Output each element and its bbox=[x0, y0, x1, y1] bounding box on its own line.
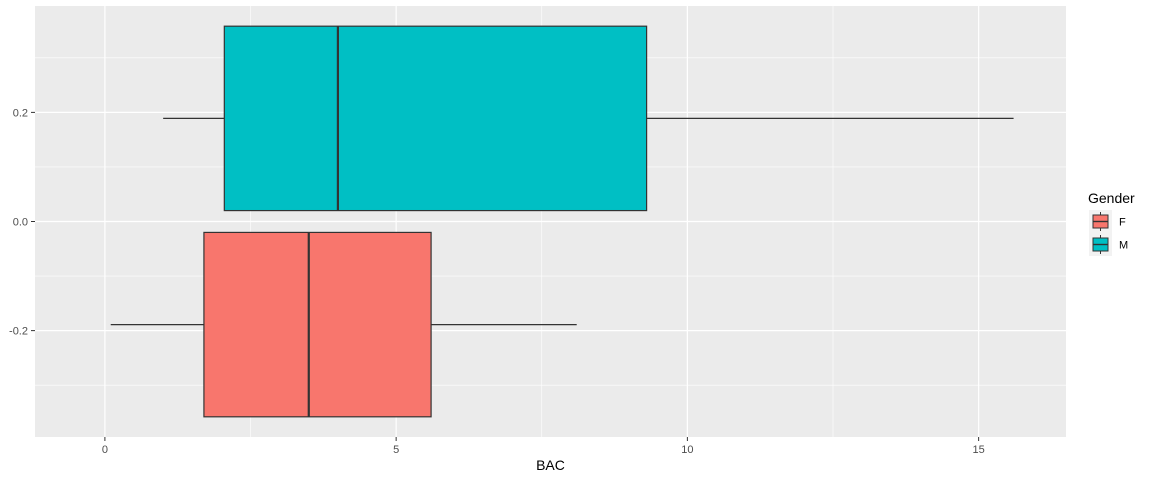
box-iqr bbox=[203, 231, 432, 418]
legend-label: F bbox=[1119, 217, 1126, 229]
x-tick-label: 0 bbox=[102, 444, 108, 456]
box-group bbox=[110, 25, 1014, 418]
box-f bbox=[110, 231, 577, 418]
y-axis: -0.2 0.0 0.2 bbox=[9, 107, 35, 338]
legend-title: Gender bbox=[1088, 190, 1135, 206]
x-tick-label: 5 bbox=[393, 444, 399, 456]
legend-item-f: F bbox=[1089, 210, 1126, 233]
y-tick-label: -0.2 bbox=[9, 326, 28, 338]
legend-label: M bbox=[1119, 240, 1128, 252]
y-tick-label: 0.2 bbox=[13, 107, 28, 119]
y-tick-label: 0.0 bbox=[13, 217, 28, 229]
x-tick-label: 15 bbox=[973, 444, 985, 456]
x-axis-title: BAC bbox=[536, 457, 565, 473]
x-tick-label: 10 bbox=[681, 444, 693, 456]
box-m bbox=[163, 25, 1014, 212]
legend: Gender FM bbox=[1088, 190, 1135, 256]
box-iqr bbox=[223, 25, 648, 212]
legend-item-m: M bbox=[1089, 233, 1128, 256]
x-axis: 0 5 10 15 bbox=[102, 437, 985, 456]
